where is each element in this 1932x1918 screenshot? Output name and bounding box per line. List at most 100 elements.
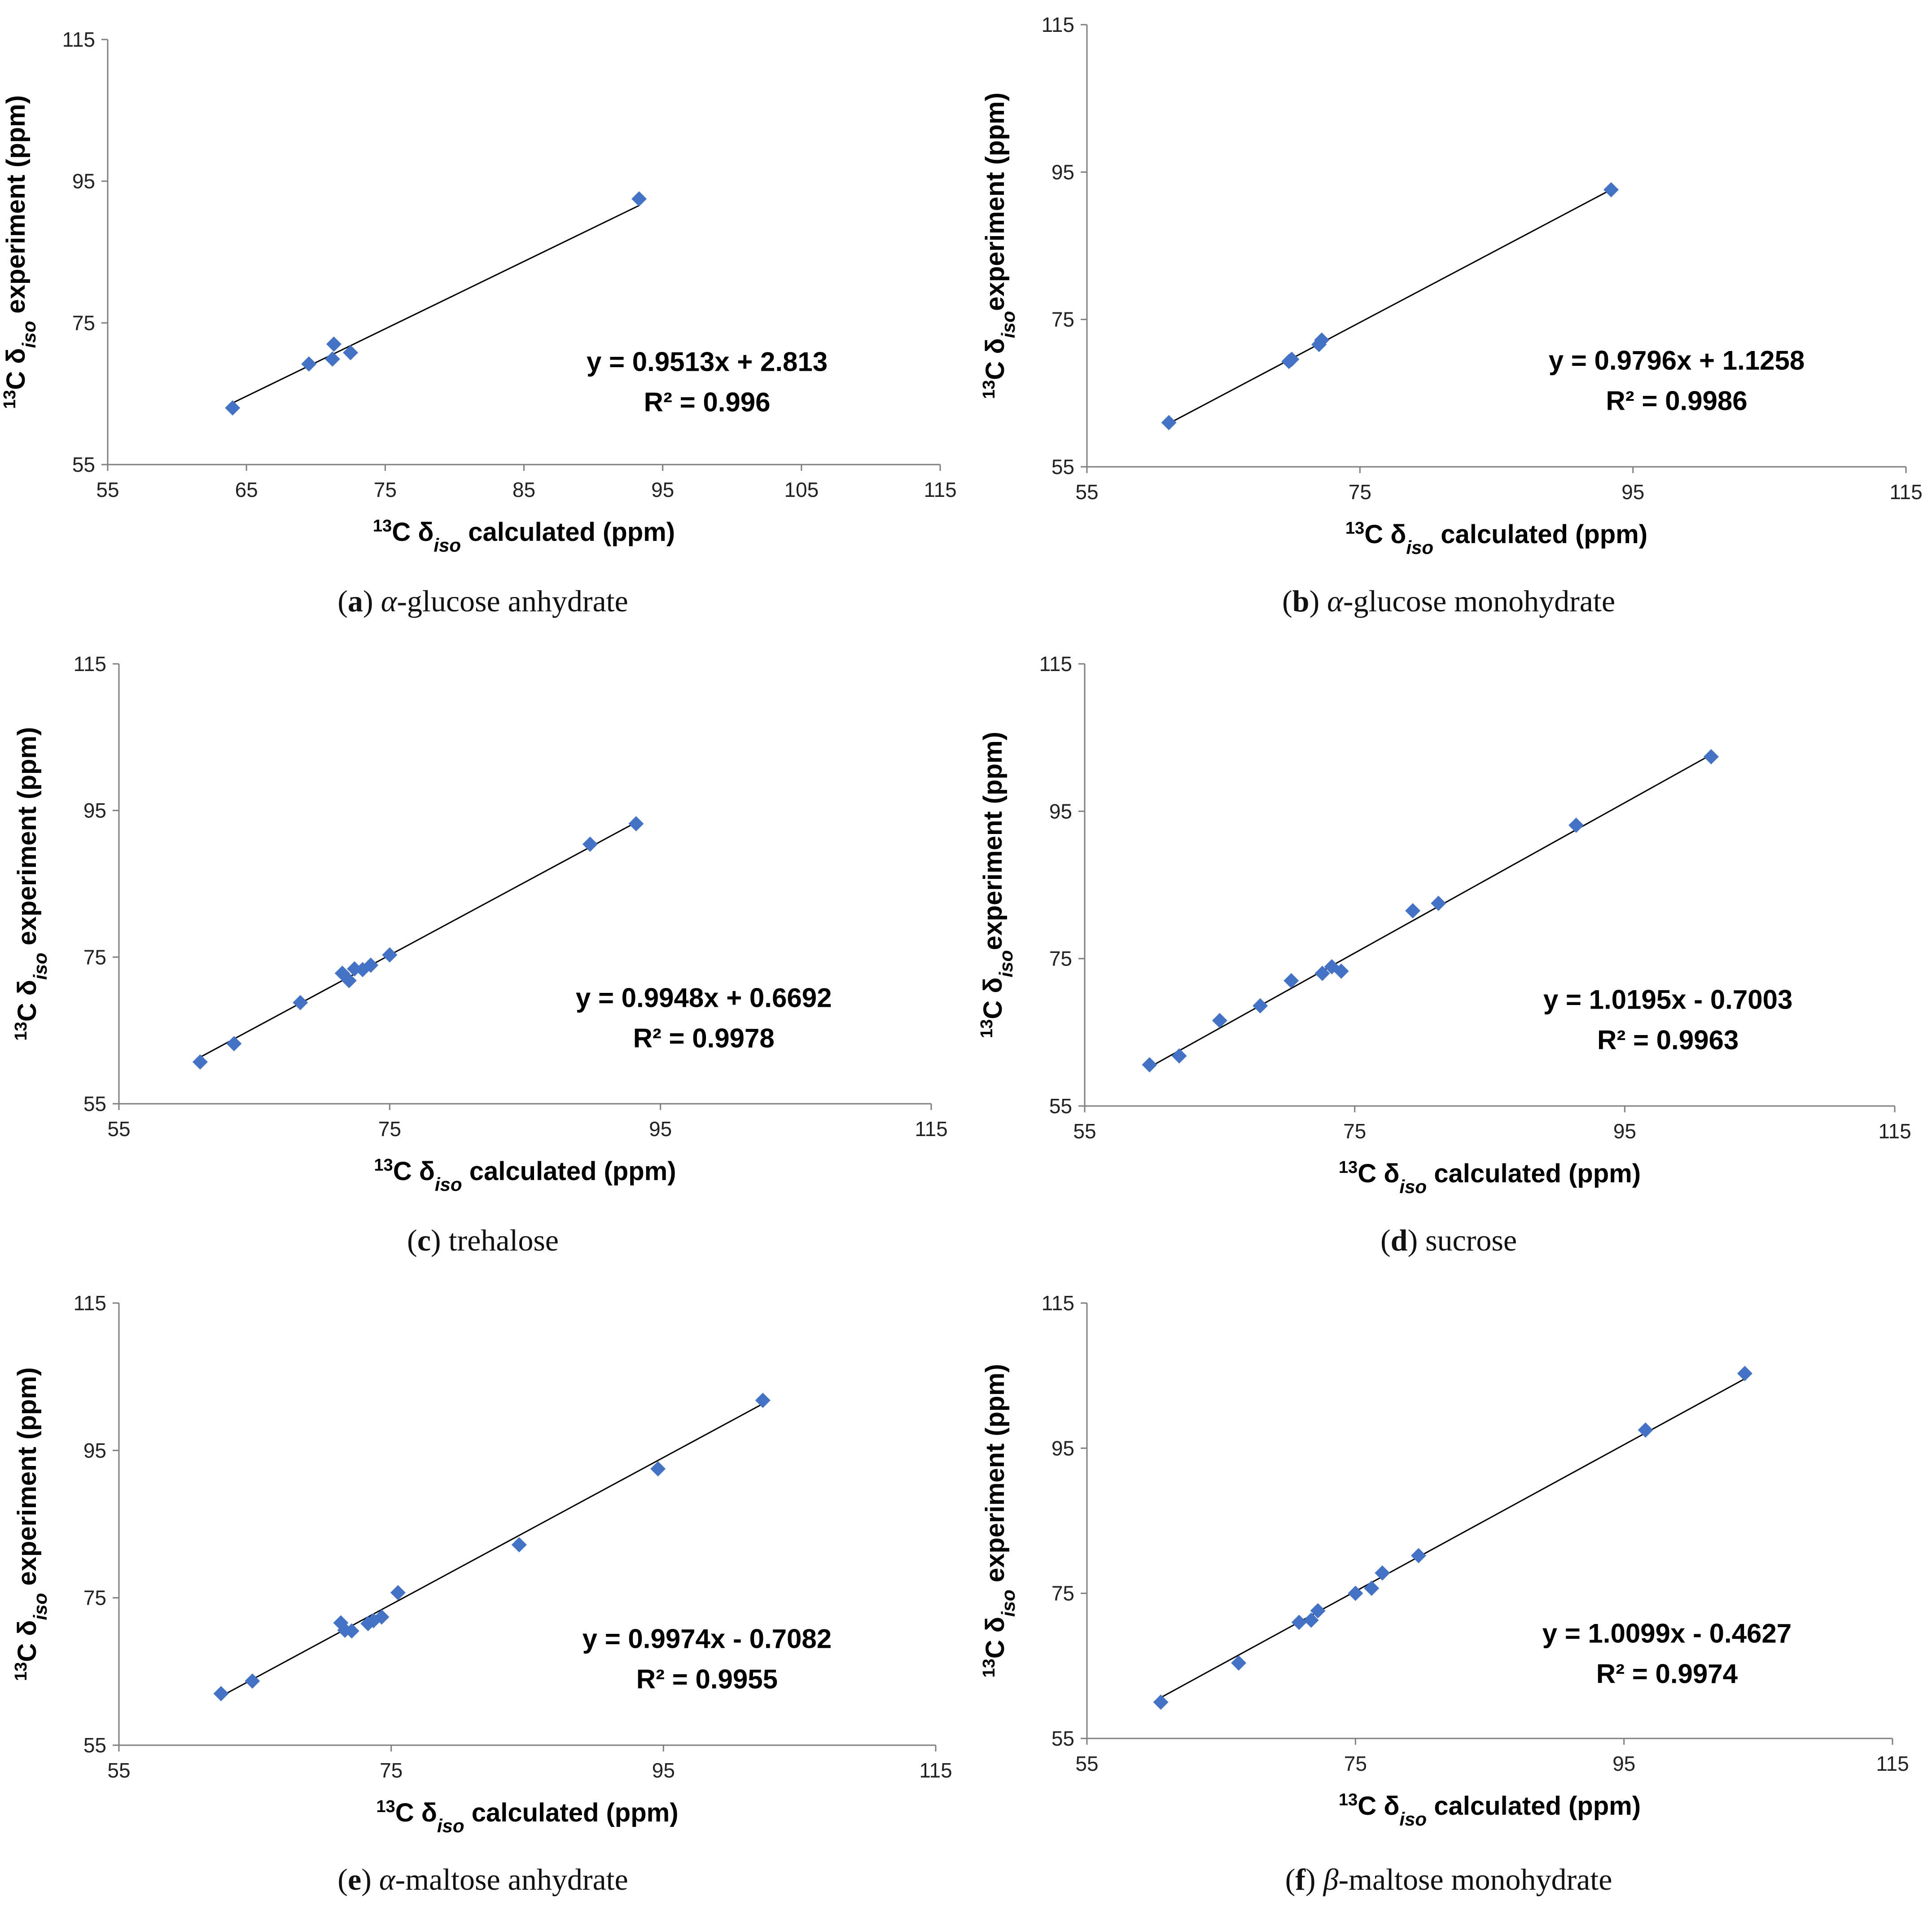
y-tick-label: 55 — [1051, 455, 1074, 478]
data-point — [650, 1461, 666, 1477]
r-squared-label: R² = 0.996 — [644, 387, 771, 417]
trendline — [1149, 754, 1712, 1068]
data-point — [582, 836, 598, 852]
y-tick-label: 75 — [1051, 1582, 1074, 1605]
y-tick-label: 115 — [1039, 652, 1072, 676]
y-tick-label: 95 — [1051, 1436, 1074, 1460]
y-tick-label: 115 — [74, 652, 106, 676]
x-tick-label: 115 — [919, 1759, 952, 1782]
x-tick-label: 115 — [1878, 1119, 1911, 1143]
x-tick-label: 115 — [1889, 480, 1922, 504]
data-point — [344, 1623, 359, 1639]
x-tick-label: 55 — [1073, 1119, 1096, 1143]
x-tick-label: 95 — [651, 478, 674, 501]
x-tick-label: 115 — [915, 1117, 947, 1141]
data-point — [755, 1392, 771, 1408]
data-point — [343, 345, 359, 360]
data-point — [1171, 1048, 1187, 1064]
y-tick-label: 95 — [83, 1439, 106, 1462]
trendline-equation: y = 0.9796x + 1.1258 — [1549, 345, 1805, 375]
x-tick-label: 95 — [652, 1759, 675, 1782]
data-point — [1405, 903, 1421, 918]
y-axis-title: 13C δiso experiment (ppm) — [12, 1367, 51, 1681]
data-point — [1142, 1057, 1157, 1073]
chart-svg-a: 55 65 75 85 95 105 115 55 75 95 115 y = 0.9513x + 2… — [0, 28, 957, 556]
data-point — [1364, 1580, 1380, 1596]
data-point — [346, 961, 362, 977]
y-tick-label: 55 — [1051, 1727, 1074, 1750]
y-tick-label: 55 — [83, 1734, 106, 1757]
data-point — [341, 973, 357, 988]
chart-panel-a: 55 65 75 85 95 105 115 55 75 95 115 y = 0.9513x + 2… — [0, 0, 966, 639]
data-point — [1431, 895, 1446, 911]
r-squared-label: R² = 0.9974 — [1596, 1659, 1738, 1689]
data-point — [363, 957, 379, 973]
y-tick-label: 115 — [74, 1291, 106, 1315]
data-point — [1303, 1612, 1319, 1628]
data-point — [245, 1673, 260, 1689]
y-axis-title: 13C δisoexperiment (ppm) — [980, 92, 1019, 399]
x-tick-label: 75 — [1343, 1119, 1366, 1143]
data-point — [1314, 966, 1330, 981]
data-point — [1253, 998, 1268, 1014]
y-tick-label: 75 — [83, 945, 106, 969]
data-point — [1153, 1694, 1169, 1710]
caption-e: (e) α-maltose anhydrate — [337, 1862, 628, 1896]
data-point — [225, 400, 241, 416]
x-tick-label: 75 — [1349, 480, 1371, 504]
caption-f: (f) β-maltose monohydrate — [1285, 1862, 1612, 1896]
x-tick-label: 115 — [1876, 1752, 1909, 1775]
data-point — [1703, 749, 1719, 764]
data-point — [382, 947, 398, 963]
x-tick-label: 75 — [1344, 1752, 1367, 1775]
trendline — [220, 1403, 763, 1697]
x-axis-title: 13C δiso calculated (ppm) — [374, 1156, 676, 1195]
x-tick-label: 115 — [924, 478, 956, 501]
trendline-equation: y = 0.9974x - 0.7082 — [583, 1624, 832, 1654]
data-point — [1291, 1615, 1307, 1630]
data-point — [631, 191, 647, 207]
data-point — [1348, 1585, 1363, 1601]
y-tick-label: 115 — [62, 28, 95, 51]
y-tick-label: 75 — [72, 311, 95, 334]
data-point — [226, 1036, 242, 1052]
y-tick-label: 55 — [83, 1092, 106, 1115]
x-tick-label: 85 — [513, 478, 535, 501]
data-point — [326, 336, 342, 352]
data-point — [511, 1537, 527, 1553]
y-tick-label: 95 — [1051, 160, 1074, 184]
trendline-equation: y = 1.0195x - 0.7003 — [1543, 984, 1792, 1014]
y-tick-label: 55 — [1049, 1094, 1072, 1118]
y-tick-label: 115 — [1042, 13, 1074, 36]
data-point — [628, 816, 644, 832]
x-tick-label: 75 — [380, 1759, 403, 1782]
data-point — [1737, 1365, 1752, 1381]
x-tick-label: 95 — [1613, 1119, 1636, 1143]
y-axis-title: 13C δiso experiment (ppm) — [980, 1364, 1019, 1678]
data-point — [1231, 1655, 1247, 1671]
y-tick-label: 95 — [83, 799, 106, 822]
data-point — [213, 1686, 229, 1702]
chart-panel-b: 55 75 95 115 55 75 95 115 y = 0.9796x + 1.1258 R²… — [966, 0, 1932, 639]
x-tick-label: 55 — [1075, 1752, 1098, 1775]
chart-svg-b: 55 75 95 115 55 75 95 115 y = 0.9796x + 1.1258 R²… — [980, 13, 1923, 558]
data-point — [301, 356, 317, 372]
data-point — [333, 1615, 349, 1631]
y-tick-label: 75 — [1051, 308, 1074, 331]
y-axis-title: 13C δiso experiment (ppm) — [0, 95, 39, 409]
x-axis-title: 13C δiso calculated (ppm) — [1339, 1158, 1641, 1197]
r-squared-label: R² = 0.9986 — [1606, 386, 1747, 416]
chart-panel-d: 55 75 95 115 55 75 95 115 y = 1.0195x - 0.7003 R²… — [966, 639, 1932, 1278]
data-point — [1411, 1548, 1426, 1563]
x-tick-label: 55 — [107, 1759, 130, 1782]
data-point — [1314, 332, 1330, 348]
y-tick-label: 95 — [1049, 799, 1072, 823]
y-axis-title: 13C δiso experiment (ppm) — [12, 727, 51, 1041]
chart-svg-f: 55 75 95 115 55 75 95 115 y = 1.0099x - 0.4627 R²… — [980, 1291, 1909, 1830]
chart-svg-c: 55 75 95 115 55 75 95 115 y = 0.9948x + 0.6692 R²… — [12, 652, 948, 1195]
x-tick-label: 65 — [235, 478, 258, 501]
x-tick-label: 75 — [374, 478, 397, 501]
x-tick-label: 55 — [107, 1117, 130, 1141]
data-point — [1284, 351, 1300, 367]
x-axis-title: 13C δiso calculated (ppm) — [373, 517, 675, 556]
